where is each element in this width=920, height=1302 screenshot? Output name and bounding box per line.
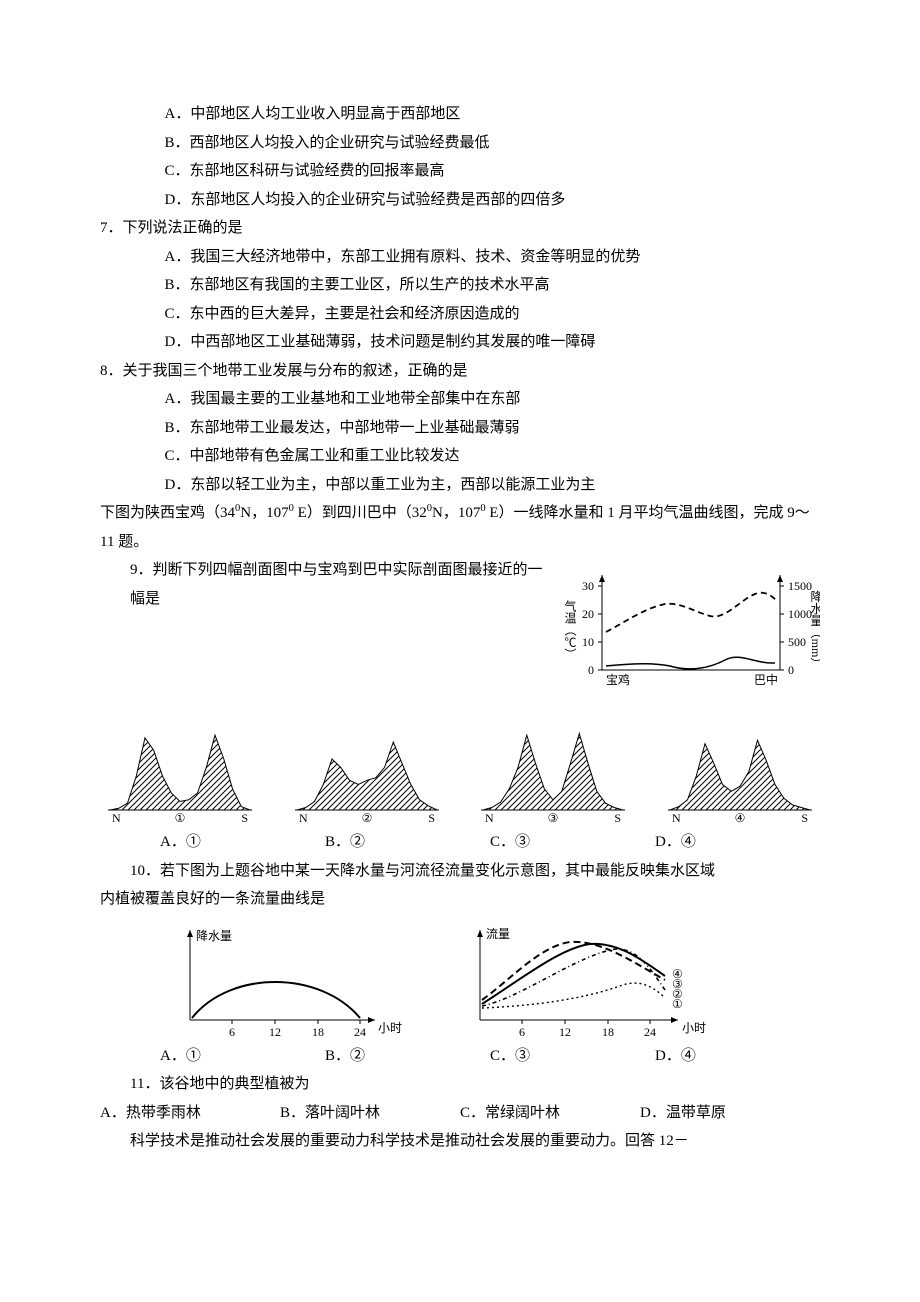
svg-text:N: N	[672, 811, 681, 824]
svg-text:20: 20	[582, 607, 594, 621]
intro-text-d: N，107	[432, 505, 480, 521]
svg-text:宝鸡: 宝鸡	[606, 672, 630, 687]
q11-stem: 11．该谷地中的典型植被为	[100, 1070, 820, 1099]
svg-text:0: 0	[788, 663, 794, 677]
svg-text:18: 18	[602, 1025, 614, 1039]
svg-text:流量: 流量	[486, 927, 510, 941]
svg-text:12: 12	[559, 1025, 571, 1039]
intro-text-a: 下图为陕西宝鸡（34	[100, 505, 235, 521]
svg-text:①: ①	[175, 811, 186, 824]
intro-9-11: 下图为陕西宝鸡（340N，1070 E）到四川巴中（320N，1070 E）一线…	[100, 499, 820, 556]
svg-text:气温（℃）: 气温（℃）	[563, 599, 577, 660]
q10-opt-a: A．①	[160, 1042, 325, 1071]
q6-opt-d: D．东部地区人均投入的企业研究与试验经费是西部的四倍多	[100, 186, 820, 215]
svg-text:②: ②	[361, 811, 372, 824]
svg-text:N: N	[485, 811, 494, 824]
rain-chart: 降水量 6 12 18 24 小时	[160, 920, 410, 1040]
q6-opt-a: A．中部地区人均工业收入明显高于西部地区	[100, 100, 820, 129]
svg-text:0: 0	[588, 663, 594, 677]
q7-opt-c: C．东中西的巨大差异，主要是社会和经济原因造成的	[100, 300, 820, 329]
svg-text:30: 30	[582, 579, 594, 593]
q8-stem: 8．关于我国三个地带工业发展与分布的叙述，正确的是	[100, 357, 820, 386]
q8-opt-c: C．中部地带有色金属工业和重工业比较发达	[100, 442, 820, 471]
q9-opt-c: C．③	[490, 828, 655, 857]
q6-opt-c: C．东部地区科研与试验经费的回报率最高	[100, 157, 820, 186]
profile-4: N ④ S	[660, 724, 820, 824]
q10-opt-b: B．②	[325, 1042, 490, 1071]
q11-options: A．热带季雨林 B．落叶阔叶林 C．常绿阔叶林 D．温带草原	[100, 1099, 820, 1128]
q11-opt-c: C．常绿阔叶林	[460, 1099, 640, 1128]
svg-text:③: ③	[548, 811, 559, 824]
q7-stem: 7．下列说法正确的是	[100, 214, 820, 243]
svg-text:S: S	[241, 811, 248, 824]
q8-opt-a: A．我国最主要的工业基地和工业地带全部集中在东部	[100, 385, 820, 414]
q11-opt-a: A．热带季雨林	[100, 1099, 280, 1128]
flow-chart: 流量 ④ ③ ② ① 6 12 18 24 小时	[450, 920, 730, 1040]
q10-options: A．① B．② C．③ D．④	[100, 1042, 820, 1071]
svg-text:S: S	[615, 811, 622, 824]
svg-text:N: N	[112, 811, 121, 824]
q7-opt-b: B．东部地区有我国的主要工业区，所以生产的技术水平高	[100, 271, 820, 300]
svg-text:小时: 小时	[378, 1021, 402, 1035]
svg-text:S: S	[428, 811, 435, 824]
svg-text:④: ④	[735, 811, 746, 824]
q10-stem-line2: 内植被覆盖良好的一条流量曲线是	[100, 885, 820, 914]
q6-opt-b: B．西部地区人均投入的企业研究与试验经费最低	[100, 129, 820, 158]
intro-text-b: N，107	[240, 505, 288, 521]
q10-stem-line1: 10．若下图为上题谷地中某一天降水量与河流径流量变化示意图，其中最能反映集水区域	[100, 857, 820, 886]
svg-text:降水量（mm）: 降水量（mm）	[809, 590, 820, 669]
q7-opt-a: A．我国三大经济地带中，东部工业拥有原料、技术、资金等明显的优势	[100, 243, 820, 272]
q9-opt-a: A．①	[160, 828, 325, 857]
svg-text:24: 24	[644, 1025, 656, 1039]
q10-charts: 降水量 6 12 18 24 小时 流量 ④ ③ ②	[160, 920, 820, 1040]
svg-text:6: 6	[519, 1025, 525, 1039]
q7-opt-d: D．中西部地区工业基础薄弱，技术问题是制约其发展的唯一障碍	[100, 328, 820, 357]
q10-opt-d: D．④	[655, 1042, 820, 1071]
profile-3: N ③ S	[473, 724, 633, 824]
intro-text-c: E）到四川巴中（32	[294, 505, 427, 521]
svg-text:12: 12	[269, 1025, 281, 1039]
q10-opt-c: C．③	[490, 1042, 655, 1071]
q9-options: A．① B．② C．③ D．④	[100, 828, 820, 857]
temp-precip-chart: 0 10 20 30 0 500 1000 1500 气温（℃） 降水量（mm）…	[560, 560, 820, 700]
svg-text:N: N	[299, 811, 308, 824]
svg-text:500: 500	[788, 635, 806, 649]
profile-1: N ① S	[100, 724, 260, 824]
q9-opt-d: D．④	[655, 828, 820, 857]
q11-opt-d: D．温带草原	[640, 1099, 820, 1128]
svg-text:降水量: 降水量	[196, 929, 232, 943]
svg-text:小时: 小时	[682, 1021, 706, 1035]
svg-text:①: ①	[672, 997, 683, 1011]
footer-line: 科学技术是推动社会发展的重要动力科学技术是推动社会发展的重要动力。回答 12－	[100, 1127, 820, 1156]
profile-2: N ② S	[287, 724, 447, 824]
q8-opt-d: D．东部以轻工业为主，中部以重工业为主，西部以能源工业为主	[100, 471, 820, 500]
q9-opt-b: B．②	[325, 828, 490, 857]
svg-text:S: S	[801, 811, 808, 824]
profile-row: N ① S N ② S N ③ S N ④ S	[100, 724, 820, 824]
svg-text:巴中: 巴中	[754, 672, 778, 687]
q11-opt-b: B．落叶阔叶林	[280, 1099, 460, 1128]
svg-text:18: 18	[312, 1025, 324, 1039]
svg-text:10: 10	[582, 635, 594, 649]
svg-text:24: 24	[354, 1025, 366, 1039]
q8-opt-b: B．东部地带工业最发达，中部地带一上业基础最薄弱	[100, 414, 820, 443]
svg-text:6: 6	[229, 1025, 235, 1039]
